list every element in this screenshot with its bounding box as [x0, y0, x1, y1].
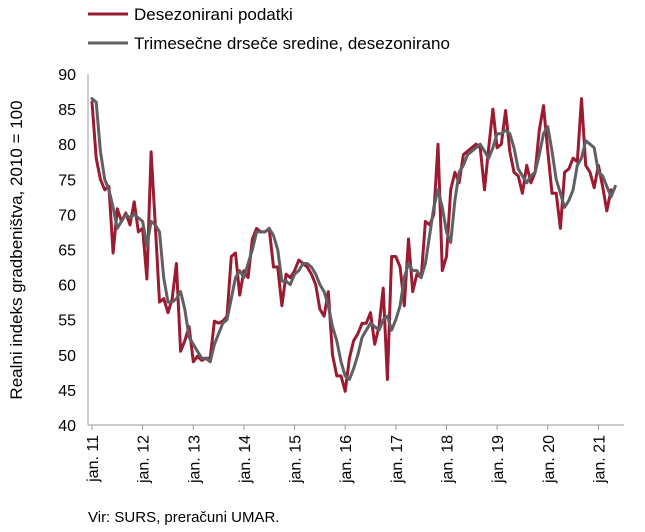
- y-tick-label: 75: [58, 172, 76, 189]
- y-tick-label: 60: [58, 278, 76, 295]
- legend: Desezonirani podatki Trimesečne drsеče s…: [88, 5, 450, 53]
- y-axis-title: Realni indeks gradbeništva, 2010 = 100: [7, 100, 26, 399]
- y-tick-label: 90: [58, 67, 76, 84]
- x-tick-label: jan. 19: [490, 435, 507, 484]
- legend-label-series-1: Desezonirani podatki: [134, 5, 293, 24]
- x-tick-label: jan. 14: [237, 435, 254, 484]
- y-tick-label: 65: [58, 243, 76, 260]
- axes: [87, 74, 624, 426]
- x-tick-label: jan. 16: [338, 435, 355, 484]
- y-tick-label: 70: [58, 207, 76, 224]
- x-tick-label: jan. 18: [439, 435, 456, 484]
- y-tick-label: 55: [58, 313, 76, 330]
- series-line-2: [90, 97, 617, 381]
- y-tick-label: 45: [58, 383, 76, 400]
- x-axis-ticks: jan. 11 jan. 12 jan. 13 jan. 14 jan. 15 jan. …: [85, 425, 608, 484]
- y-tick-label: 80: [58, 137, 76, 154]
- x-tick-label: jan. 20: [541, 435, 558, 484]
- y-tick-label: 50: [58, 348, 76, 365]
- x-tick-label: jan. 21: [591, 435, 608, 484]
- series-layer: [90, 97, 617, 393]
- x-tick-label: jan. 11: [85, 435, 102, 483]
- source-note: Vir: SURS, preračuni UMAR.: [88, 509, 279, 526]
- y-tick-label: 40: [58, 418, 76, 435]
- legend-label-series-2: Trimesečne drsеče sredine, desezonirano: [134, 34, 450, 53]
- x-tick-label: jan. 13: [186, 435, 203, 484]
- x-tick-label: jan. 12: [136, 435, 153, 484]
- y-tick-label: 85: [58, 102, 76, 119]
- y-axis-ticks: 40 45 50 55 60 65 70 75 80 85 90: [58, 67, 76, 435]
- x-tick-label: jan. 17: [389, 435, 406, 484]
- series-line-1: [90, 97, 613, 393]
- x-tick-label: jan. 15: [288, 435, 305, 484]
